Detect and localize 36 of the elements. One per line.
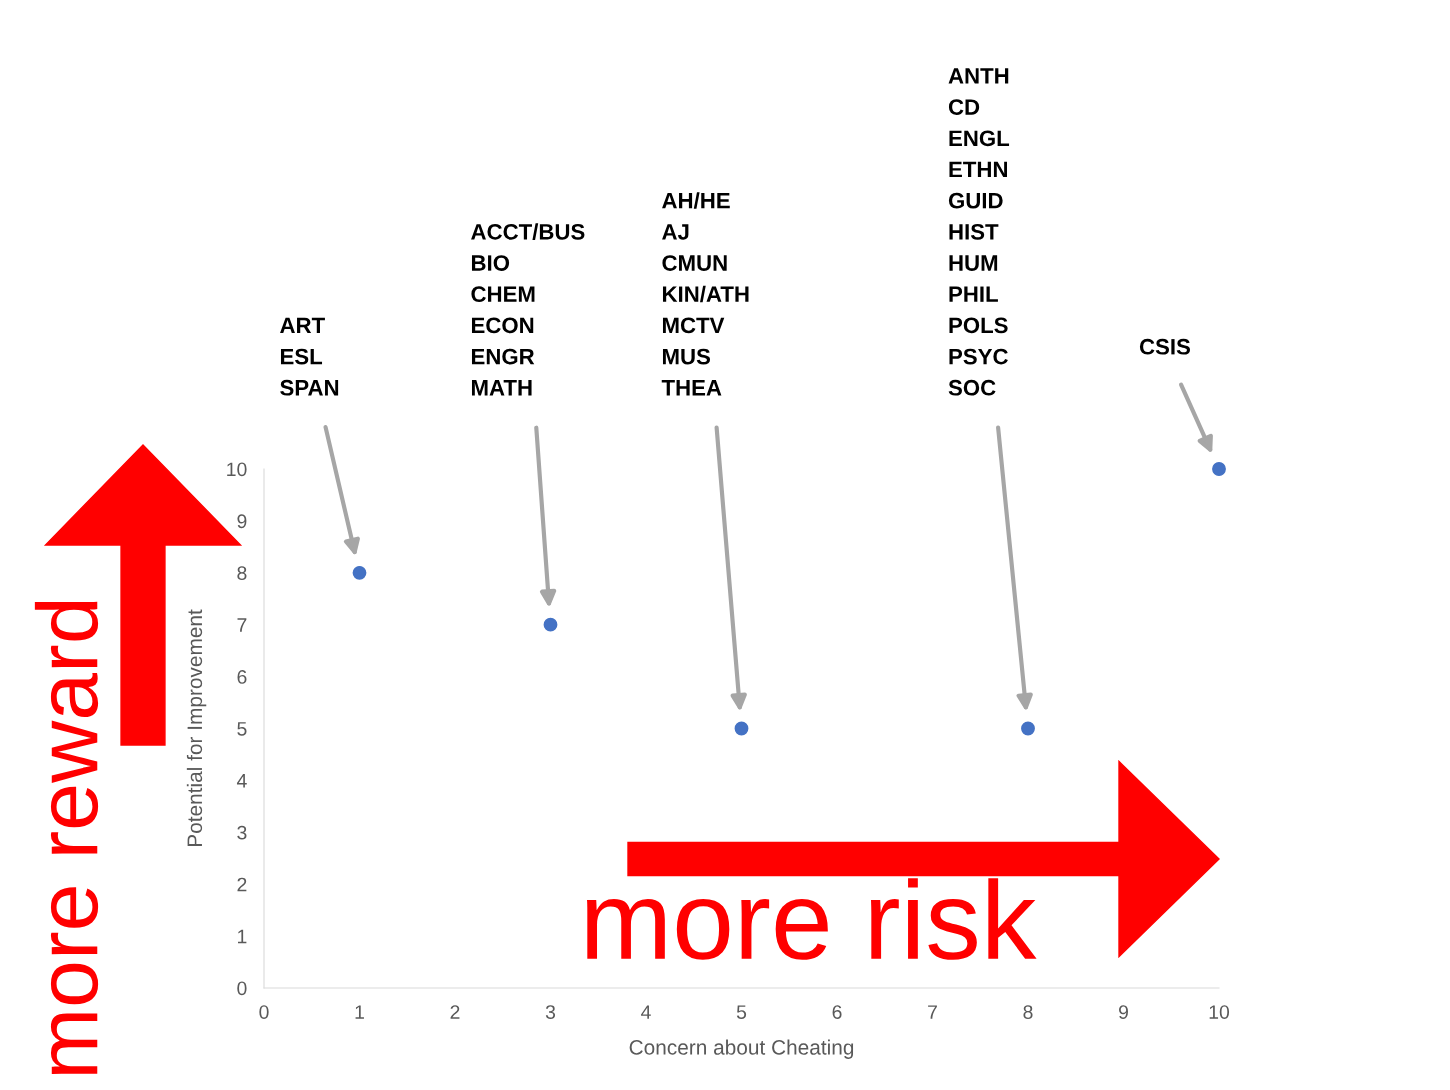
x-tick-label: 6 [832,1005,842,1019]
text: ANTH CD ENGL ETHN GUID HIST HUM PHIL POLS PSYC SOC [948,68,1010,396]
point [543,617,558,632]
point [734,721,749,736]
text: ACCT/BUS BIO CHEM ECON ENGR MATH [471,223,585,396]
x-tick-label: 0 [259,1005,269,1019]
point [1021,721,1035,736]
y-tick-label: 8 [237,566,247,581]
x-tick-label: 8 [1023,1005,1033,1019]
y-tick-label: 10 [227,462,247,477]
x-tick-label: 4 [641,1005,651,1019]
y-tick-label: 0 [237,981,247,996]
y-tick-label: 2 [237,877,247,892]
x-tick-label: 1 [355,1005,364,1019]
x-tick-label: 10 [1209,1005,1230,1019]
point [352,565,367,580]
y-tick-label: 5 [237,722,247,736]
y-tick-label: 9 [237,514,247,529]
text: AH/HE AJ CMUN KIN/ATH MCTV MUS THEA [661,192,749,396]
annotation: more risk [586,878,1037,960]
text: CSIS [1139,338,1190,355]
x-tick-label: 9 [1119,1005,1128,1019]
y-axis-title: Potential for Improvement [186,609,207,847]
x-tick-label: 7 [928,1005,937,1019]
y-tick-label: 1 [238,929,247,944]
x-tick-label: 3 [545,1005,556,1019]
y-tick-label: 6 [237,670,247,684]
text: more reward [34,601,99,1074]
y-tick-label: 7 [237,618,247,632]
x-tick-label: 2 [450,1005,460,1019]
y-tick-label: 3 [237,825,247,840]
text: ART ESL SPAN [280,317,339,396]
x-axis-title: Concern about Cheating [629,1039,854,1059]
y-tick-label: 4 [236,774,247,788]
x-tick-label: 5 [736,1005,747,1019]
point [1212,462,1226,476]
